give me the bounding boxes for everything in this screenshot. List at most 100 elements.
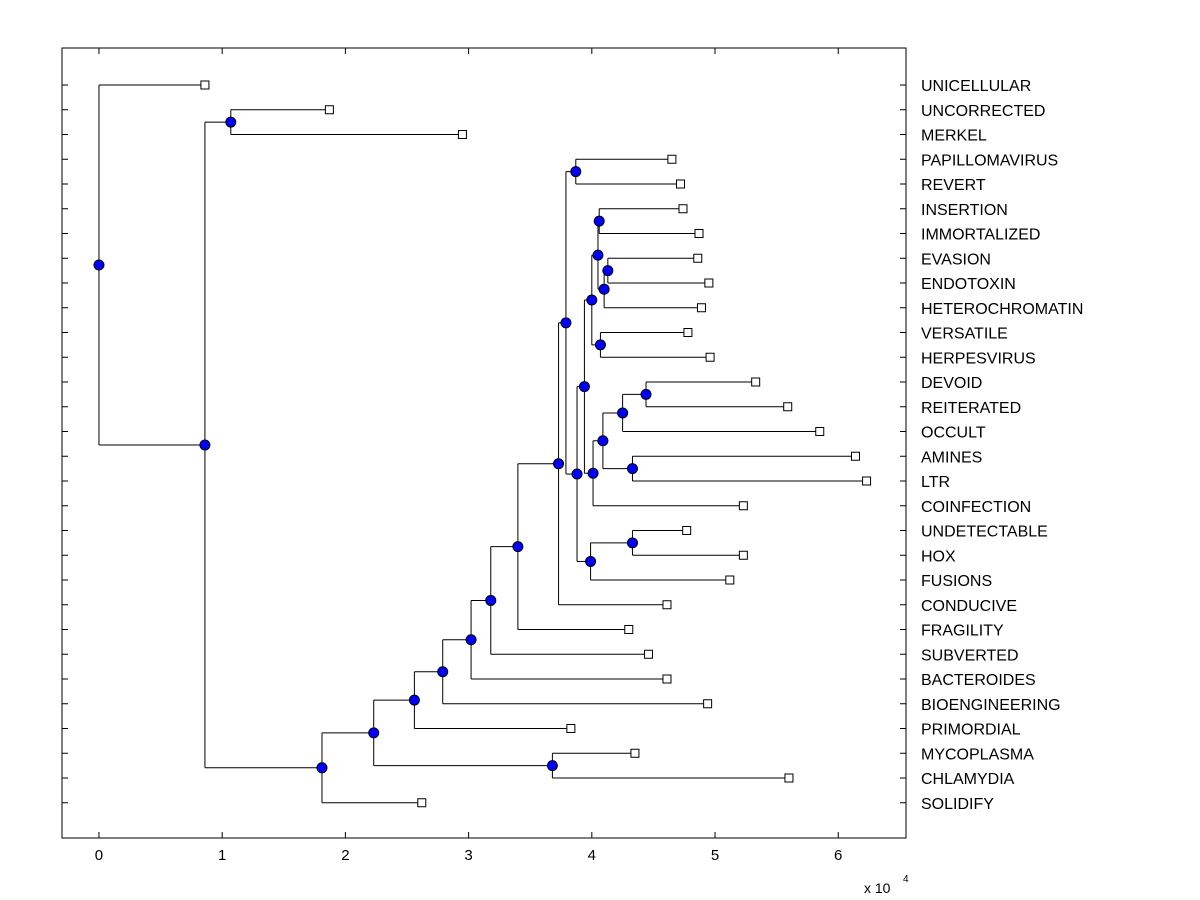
leaf-node-marker	[630, 748, 640, 758]
leaf-label: MERKEL	[921, 128, 987, 145]
leaf-node-marker	[200, 80, 210, 90]
internal-node-marker	[593, 215, 605, 227]
leaf-node-marker	[705, 352, 715, 362]
leaf-node-marker	[725, 575, 735, 585]
plot-area-frame	[61, 47, 907, 839]
internal-node-marker	[512, 541, 524, 553]
leaf-label: HOX	[921, 548, 956, 565]
leaf-label: SOLIDIFY	[921, 796, 994, 813]
leaf-label: INSERTION	[921, 202, 1008, 219]
internal-node-marker	[578, 381, 590, 393]
leaf-label: UNDETECTABLE	[921, 524, 1048, 541]
x-tick-label: 5	[711, 847, 719, 864]
internal-node-marker	[316, 762, 328, 774]
leaf-node-marker	[738, 501, 748, 511]
leaf-label: CONDUCIVE	[921, 598, 1017, 615]
y-tick-group	[62, 84, 906, 804]
leaf-node-marker	[682, 526, 692, 535]
leaf-label: ENDOTOXIN	[921, 276, 1016, 293]
leaf-node-marker	[676, 179, 686, 189]
x-tick-label: 3	[464, 847, 472, 864]
leaf-label-group: UNICELLULAR UNCORRECTED MERKEL PAPILLOMAVIR…	[921, 78, 1083, 813]
internal-node-marker	[553, 458, 565, 470]
leaf-node-marker	[662, 600, 672, 610]
internal-node-marker	[368, 727, 380, 739]
x-tick-group: 0 1 2 3 4 5 6	[95, 48, 842, 864]
leaf-label: CHLAMYDIA	[921, 771, 1015, 788]
internal-node-marker	[571, 468, 583, 480]
x-tick-label: 0	[95, 847, 103, 864]
leaf-node-marker	[815, 427, 825, 436]
internal-node-marker	[560, 317, 572, 329]
internal-node-marker	[225, 116, 237, 128]
leaf-node-marker	[678, 204, 688, 214]
internal-node-marker	[546, 760, 558, 772]
leaf-label: FUSIONS	[921, 573, 992, 590]
leaf-node-marker	[862, 476, 872, 486]
leaf-node-marker	[783, 402, 793, 412]
internal-node-marker	[626, 537, 638, 549]
leaf-label: FRAGILITY	[921, 623, 1004, 640]
leaf-node-marker	[850, 451, 860, 461]
branch-group	[98, 84, 867, 804]
leaf-label: COINFECTION	[921, 499, 1031, 516]
leaf-label: PRIMORDIAL	[921, 722, 1021, 739]
leaf-node-marker	[566, 724, 576, 733]
leaf-node-marker	[784, 773, 794, 783]
internal-node-marker	[437, 666, 449, 678]
x-tick-label: 2	[341, 847, 349, 864]
leaf-node-marker	[704, 278, 714, 288]
leaf-label: UNICELLULAR	[921, 78, 1031, 95]
leaf-label: MYCOPLASMA	[921, 746, 1034, 763]
leaf-node-marker	[683, 328, 693, 337]
leaf-node-marker	[667, 154, 677, 164]
internal-node-marker	[640, 388, 652, 400]
internal-node-marker	[602, 265, 614, 277]
internal-node-marker	[570, 166, 582, 178]
x-tick-label: 4	[588, 847, 596, 864]
leaf-node-marker	[693, 253, 703, 263]
leaf-label: LTR	[921, 474, 950, 491]
internal-node-marker	[598, 283, 610, 295]
leaf-label: IMMORTALIZED	[921, 227, 1040, 244]
leaf-node-marker	[643, 649, 653, 659]
internal-node-marker	[408, 694, 420, 706]
internal-node-marker	[586, 294, 598, 306]
leaf-label: DEVOID	[921, 375, 982, 392]
x-tick-label: 1	[218, 847, 226, 864]
internal-node-marker	[626, 463, 638, 475]
internal-node-marker	[592, 249, 604, 261]
leaf-label: VERSATILE	[921, 326, 1008, 343]
leaf-label: SUBVERTED	[921, 647, 1019, 664]
internal-node-marker	[199, 439, 211, 451]
leaf-label: AMINES	[921, 449, 982, 466]
leaf-node-marker	[751, 377, 761, 387]
internal-node-marker	[485, 594, 497, 606]
x-axis-scale-exponent: 4	[903, 874, 909, 885]
x-tick-label: 6	[834, 847, 842, 864]
leaf-label: HERPESVIRUS	[921, 350, 1036, 367]
internal-node-marker	[617, 407, 629, 419]
leaf-label: HETEROCHROMATIN	[921, 301, 1083, 318]
internal-node-marker	[585, 555, 597, 567]
node-marker-group	[93, 80, 872, 808]
leaf-node-marker	[696, 303, 706, 313]
leaf-label: UNCORRECTED	[921, 103, 1045, 120]
internal-node-marker	[465, 634, 477, 646]
leaf-node-marker	[417, 798, 427, 808]
leaf-label: OCCULT	[921, 425, 986, 442]
leaf-node-marker	[738, 550, 748, 560]
internal-node-marker	[594, 339, 606, 351]
leaf-node-marker	[662, 674, 672, 684]
leaf-node-marker	[694, 229, 704, 238]
leaf-label: EVASION	[921, 251, 991, 268]
leaf-node-marker	[703, 699, 713, 709]
leaf-label: BACTEROIDES	[921, 672, 1036, 689]
x-axis-scale-label: x 10	[864, 880, 891, 896]
leaf-node-marker	[457, 130, 467, 139]
leaf-node-marker	[324, 105, 334, 115]
internal-node-marker	[597, 435, 609, 447]
leaf-label: REITERATED	[921, 400, 1021, 417]
internal-node-marker	[587, 467, 599, 479]
